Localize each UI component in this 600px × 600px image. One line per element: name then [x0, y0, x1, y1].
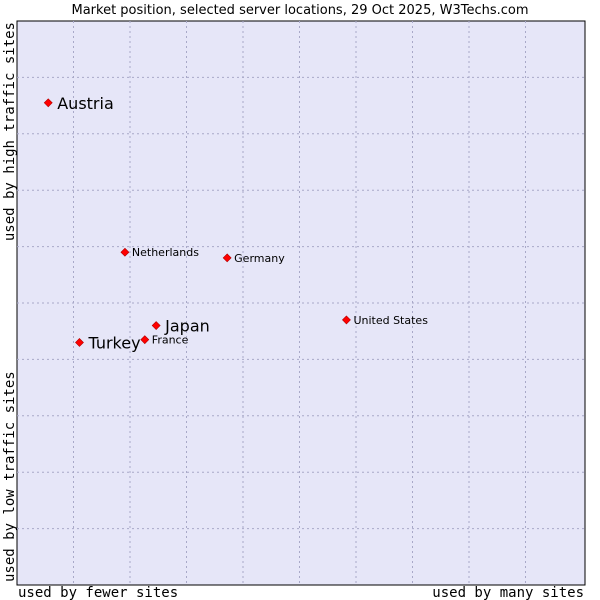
point-label-france: France — [152, 334, 189, 347]
point-label-turkey: Turkey — [87, 333, 140, 352]
y-axis-label-bottom: used by low traffic sites — [2, 371, 18, 582]
point-label-united-states: United States — [353, 314, 428, 327]
x-axis-label-right: used by many sites — [432, 585, 584, 600]
point-marker-germany — [222, 253, 232, 263]
data-points: Austria Netherlands Germany United States Ja… — [43, 94, 428, 352]
point-marker-united-states — [342, 315, 351, 325]
point-marker-japan — [151, 321, 161, 330]
x-axis-label-left: used by fewer sites — [18, 585, 178, 600]
point-marker-france — [140, 335, 150, 345]
point-label-austria: Austria — [57, 94, 114, 113]
y-axis-label-top: used by high traffic sites — [2, 22, 18, 241]
point-marker-netherlands — [120, 247, 130, 257]
point-label-netherlands: Netherlands — [132, 246, 199, 259]
grid — [17, 21, 585, 585]
point-marker-turkey — [75, 338, 84, 347]
point-marker-austria — [43, 98, 53, 108]
chart-title: Market position, selected server locatio… — [71, 3, 528, 18]
point-label-germany: Germany — [234, 252, 285, 265]
plot-area — [16, 20, 586, 586]
point-label-japan: Japan — [164, 317, 210, 336]
